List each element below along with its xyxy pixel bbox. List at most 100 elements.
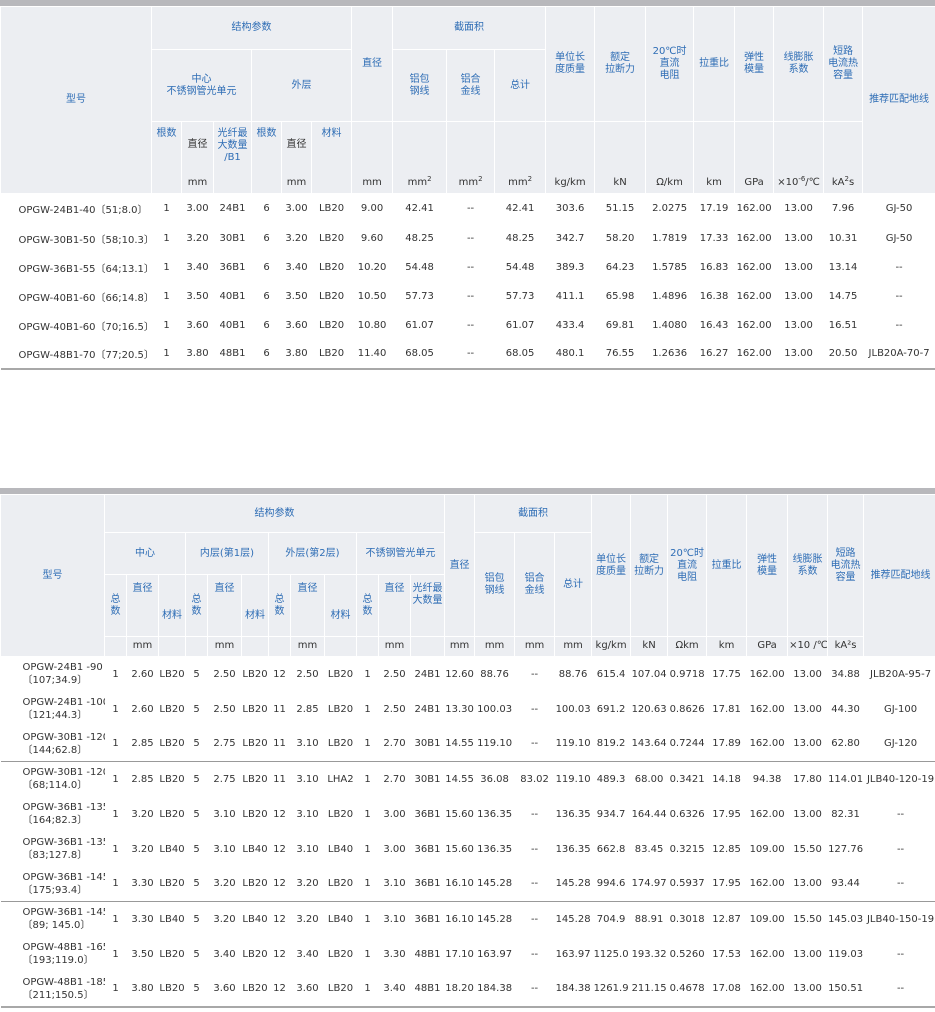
unit-resistance: Ωkm <box>667 636 708 657</box>
cell-ground: -- <box>895 290 903 302</box>
cell-o-n: 12 <box>268 971 291 1008</box>
cell-c-n: 1 <box>112 843 119 855</box>
col-expansion: 线膨胀 系数 <box>787 494 829 637</box>
cell-mass: 489.3 <box>591 761 631 797</box>
col-ground-wire: 推荐匹配地线 <box>862 6 935 194</box>
unit-modulus: GPa <box>746 636 789 657</box>
cell-o-d: 3.10 <box>296 738 319 750</box>
cell-exp: 13.00 <box>793 703 822 715</box>
cell-s-d: 3.10 <box>383 878 406 890</box>
opgw-spec-table-2: 型号 结构参数 直径 截面积 单位长 度质量 额定 拉断力 20℃时 直流 电阻… <box>0 494 935 1008</box>
cell-ground: -- <box>896 948 905 960</box>
cell-mass: 662.8 <box>596 843 626 855</box>
col-overall-diameter: 直径 <box>351 6 394 122</box>
cell-ground: -- <box>895 319 903 331</box>
cell-ground: JLB40-120-19 <box>863 761 935 797</box>
cell-s-f: 36B1 <box>414 808 441 820</box>
cell-exp: 13.00 <box>784 319 813 331</box>
cell-c-d: 3.20 <box>131 808 154 820</box>
cell-mod: 162.00 <box>749 703 785 715</box>
cell-ratio: 17.19 <box>699 203 729 215</box>
col-outer-layer: 外层(第2层) <box>268 532 357 575</box>
cell-c-d: 3.40 <box>186 261 209 273</box>
col-modulus: 弹性 模量 <box>734 6 775 122</box>
cell-s-f: 30B1 <box>414 738 441 750</box>
cell-al: 119.10 <box>477 738 513 750</box>
table-row: OPGW-24B1 -100 〔121;44.3〕 1 2.60 LB20 5 2.50 LB… <box>1 692 935 727</box>
cell-i-m: LB20 <box>242 668 268 680</box>
cell-o-m: LB20 <box>318 261 345 273</box>
table-row: OPGW-30B1 -120 〔68;114.0〕 1 2.85 LB20 5 2.75 LB… <box>0 761 935 797</box>
cell-mass: 994.6 <box>596 878 626 890</box>
unit-blank-6 <box>268 636 291 657</box>
cell-i-m: LB20 <box>242 738 268 750</box>
cell-s-n: 1 <box>364 948 371 960</box>
cell-o-n: 6 <box>263 290 270 302</box>
table-row: OPGW-36B1-55〔64;13.1〕 1 3.40 36B1 6 3.40 LB20 1… <box>1 253 935 282</box>
cell-c-d: 3.80 <box>181 339 214 370</box>
cell-model: OPGW-24B1 -100 〔121;44.3〕 <box>1 692 105 727</box>
cell-o-m: LB20 <box>327 878 354 890</box>
col-total: 总计 <box>554 532 593 637</box>
col-section-area: 截面积 <box>392 6 547 50</box>
table-2-top-bar <box>0 488 935 494</box>
col-dc-resistance: 20℃时 直流 电阻 <box>667 494 708 637</box>
cell-total: 163.97 <box>555 948 591 960</box>
cell-c-f: 36B1 <box>219 261 246 273</box>
cell-ka: 20.50 <box>823 339 863 370</box>
col-outer-material: 材料 <box>324 574 357 637</box>
cell-exp: 13.00 <box>793 878 822 890</box>
cell-c-f: 40B1 <box>219 319 246 331</box>
table-2-container: 型号 结构参数 直径 截面积 单位长 度质量 额定 拉断力 20℃时 直流 电阻… <box>0 488 935 1008</box>
cell-s-n: 1 <box>364 703 371 715</box>
cell-o-d: 3.00 <box>285 203 308 215</box>
cell-model: OPGW-48B1 -165 〔193;119.0〕 <box>1 937 105 972</box>
cell-ratio: 16.43 <box>699 319 729 331</box>
cell-model-spec: 〔144;62.8〕 <box>22 744 88 756</box>
cell-alloy: -- <box>466 203 475 215</box>
cell-o-m: LB40 <box>324 901 357 937</box>
cell-i-n: 5 <box>193 948 200 960</box>
cell-s-d: 3.10 <box>378 901 411 937</box>
cell-c-n: 1 <box>163 261 170 273</box>
cell-mass: 303.6 <box>555 203 585 215</box>
cell-alloy: -- <box>530 703 539 715</box>
cell-ka: 13.14 <box>828 261 858 273</box>
cell-dia: 12.60 <box>445 668 474 680</box>
col-steel-tube: 不锈钢管光单元 <box>355 532 446 575</box>
cell-c-d: 3.30 <box>126 901 159 937</box>
cell-alloy: -- <box>466 290 475 302</box>
cell-ratio: 17.08 <box>706 971 747 1008</box>
col-inner-material: 材料 <box>241 574 269 637</box>
col-total: 总计 <box>494 49 547 122</box>
cell-total: 184.38 <box>554 971 592 1008</box>
cell-o-n: 6 <box>263 232 270 244</box>
cell-s-d: 3.00 <box>383 843 406 855</box>
cell-model-name: OPGW-30B1 -120 <box>22 767 105 779</box>
unit-blank-8 <box>324 636 357 657</box>
cell-strength: 143.64 <box>631 738 667 750</box>
cell-dia: 10.20 <box>357 261 387 273</box>
cell-al: 88.76 <box>480 668 509 680</box>
cell-model: OPGW-30B1 -120 〔68;114.0〕 <box>0 761 105 797</box>
col-expansion: 线膨胀 系数 <box>773 6 825 122</box>
cell-c-d: 2.85 <box>126 761 159 797</box>
cell-total: 61.07 <box>505 319 535 331</box>
table-2-body: OPGW-24B1 -90 〔107;34.9〕 1 2.60 LB20 5 2.50 LB2… <box>0 657 935 1008</box>
unit-section-1: mm <box>514 636 556 657</box>
cell-o-d: 3.10 <box>290 761 325 797</box>
cell-o-m: LB20 <box>318 232 345 244</box>
cell-ratio: 17.95 <box>712 878 741 890</box>
cell-al: 100.03 <box>477 703 513 715</box>
cell-model-name: OPGW-48B1 -165 <box>22 942 105 953</box>
col-center-count: 根数 <box>151 121 182 194</box>
unit-section-2: mm <box>554 636 593 657</box>
cell-s-f: 36B1 <box>410 901 445 937</box>
cell-strength: 51.15 <box>605 203 635 215</box>
cell-mod: 162.00 <box>736 290 772 302</box>
cell-mass: 1261.9 <box>591 971 631 1008</box>
cell-o-m: LB20 <box>318 319 345 331</box>
cell-o-m: LB20 <box>327 703 354 715</box>
col-outer-count: 根数 <box>251 121 282 194</box>
cell-alloy: 83.02 <box>514 761 555 797</box>
